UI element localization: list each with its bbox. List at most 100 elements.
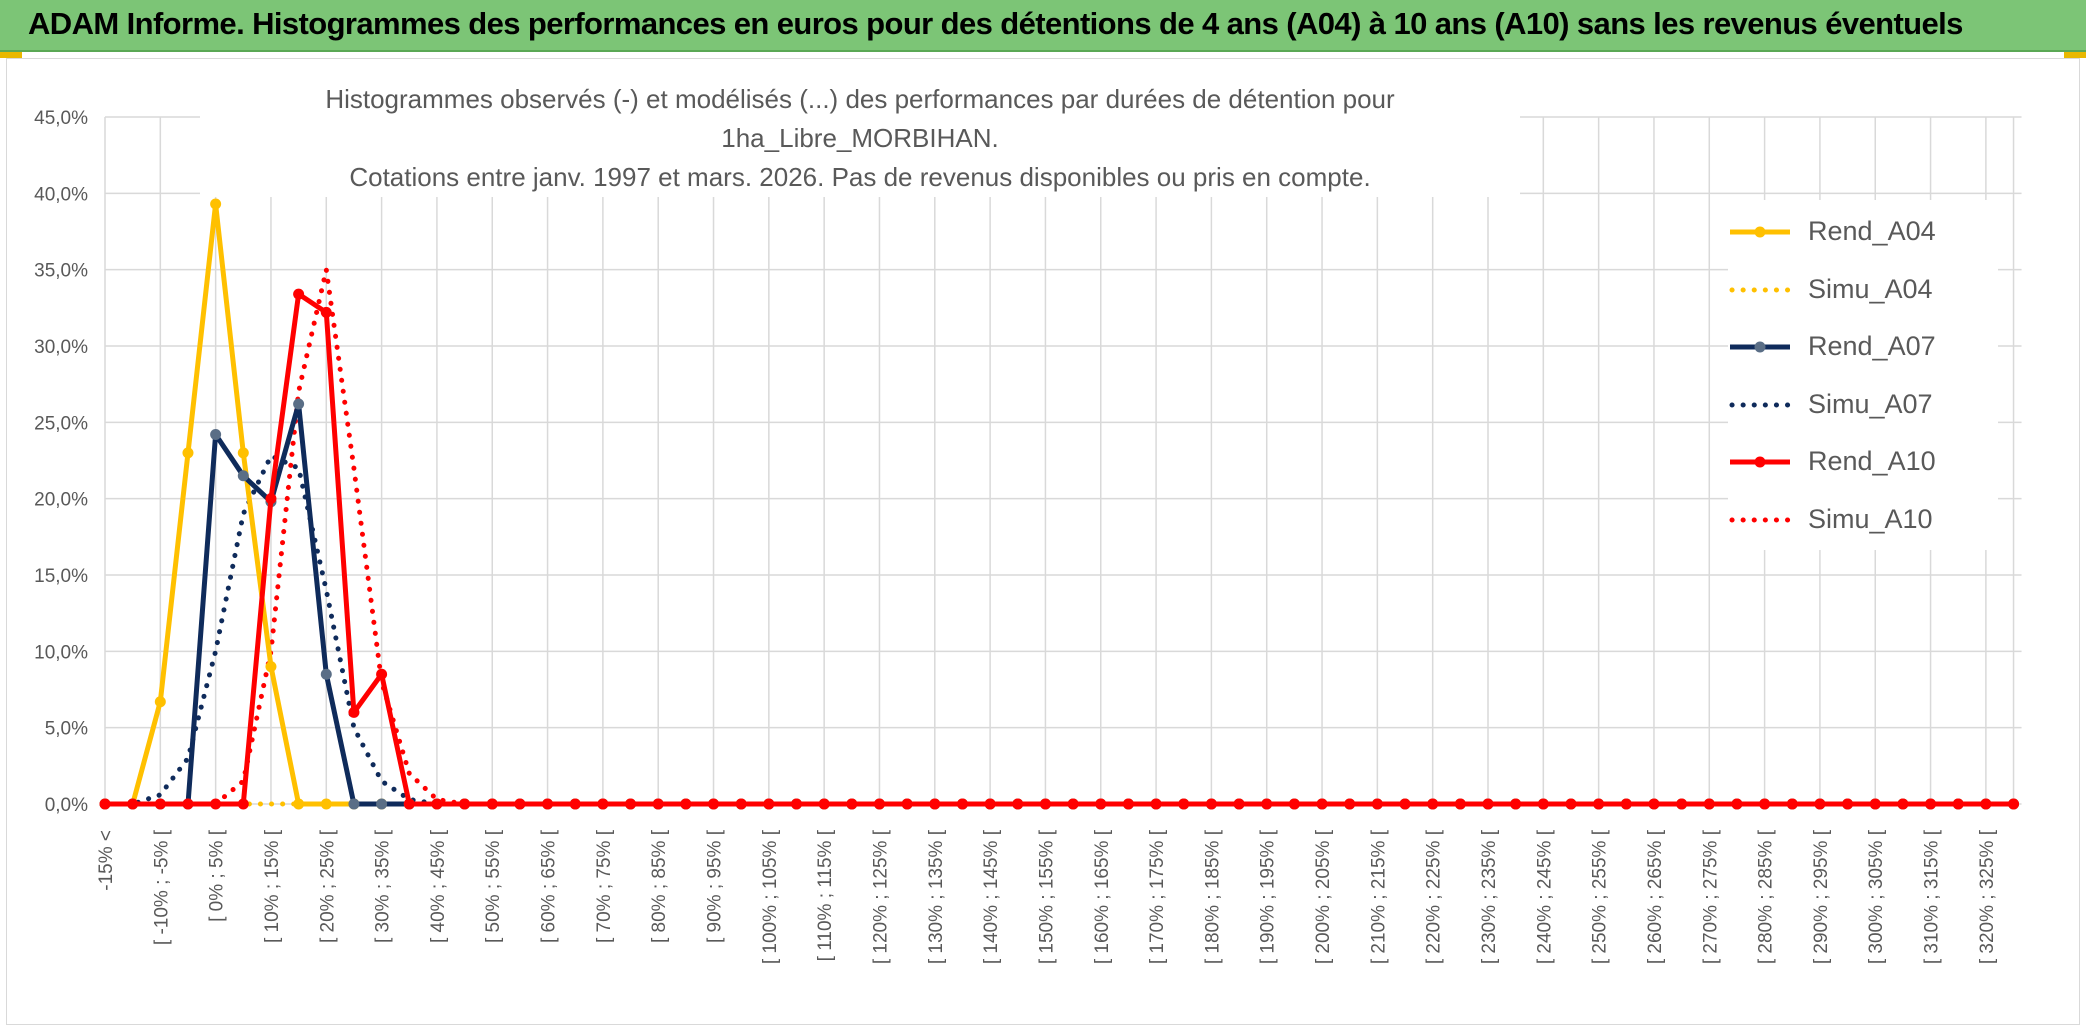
x-tick-label: [ 250% ; 255% [ bbox=[1590, 829, 1611, 964]
data-point bbox=[1952, 798, 1964, 810]
x-tick-label: [ 80% ; 85% [ bbox=[649, 829, 670, 943]
legend-label: Simu_A07 bbox=[1808, 388, 1933, 419]
y-tick-label: 45,0% bbox=[34, 108, 88, 129]
data-point bbox=[1648, 798, 1660, 810]
x-tick-label: [ 260% ; 265% [ bbox=[1645, 829, 1666, 964]
x-tick-label: [ 180% ; 185% [ bbox=[1202, 829, 1223, 964]
data-point bbox=[210, 198, 222, 210]
legend-item: Rend_A10 bbox=[1728, 442, 1998, 482]
data-point bbox=[1565, 798, 1577, 810]
data-point bbox=[1925, 798, 1937, 810]
data-point bbox=[154, 798, 166, 810]
data-point bbox=[1261, 798, 1273, 810]
data-point bbox=[1593, 798, 1605, 810]
data-point bbox=[1703, 798, 1715, 810]
legend-label: Rend_A10 bbox=[1808, 446, 1936, 477]
x-tick-label: [ 240% ; 245% [ bbox=[1534, 829, 1555, 964]
data-point bbox=[1344, 798, 1356, 810]
data-point bbox=[265, 661, 277, 673]
data-point bbox=[293, 398, 305, 410]
x-tick-label: [ 100% ; 105% [ bbox=[760, 829, 781, 964]
x-tick-label: [ 160% ; 165% [ bbox=[1092, 829, 1113, 964]
data-point bbox=[1371, 798, 1383, 810]
y-tick-label: 35,0% bbox=[34, 261, 88, 282]
data-point bbox=[1786, 798, 1798, 810]
data-point bbox=[1869, 798, 1881, 810]
data-point bbox=[1122, 798, 1134, 810]
x-tick-label: [ 120% ; 125% [ bbox=[870, 829, 891, 964]
data-point bbox=[1150, 798, 1162, 810]
x-axis-ticks: -15% < [ -10% ; -5% [[ 0% ; 5% [[ 10% ; 1… bbox=[96, 829, 1998, 964]
y-tick-label: 30,0% bbox=[34, 337, 88, 358]
legend-label: Simu_A04 bbox=[1808, 273, 1933, 304]
x-tick-label: [ 290% ; 295% [ bbox=[1811, 829, 1832, 964]
header-accent-right bbox=[2064, 52, 2086, 58]
data-point bbox=[625, 798, 637, 810]
data-point bbox=[376, 798, 388, 810]
data-point bbox=[237, 798, 249, 810]
data-point bbox=[154, 696, 166, 708]
data-point bbox=[1482, 798, 1494, 810]
data-point bbox=[1178, 798, 1190, 810]
x-tick-label: [ 170% ; 175% [ bbox=[1147, 829, 1168, 964]
data-point bbox=[293, 288, 305, 300]
x-tick-label: [ 280% ; 285% [ bbox=[1756, 829, 1777, 964]
data-point bbox=[1427, 798, 1439, 810]
data-point bbox=[182, 798, 194, 810]
data-point bbox=[1316, 798, 1328, 810]
data-point bbox=[1039, 798, 1051, 810]
data-point bbox=[569, 798, 581, 810]
data-point bbox=[763, 798, 775, 810]
data-point bbox=[542, 798, 554, 810]
x-tick-label: [ 150% ; 155% [ bbox=[1036, 829, 1057, 964]
data-point bbox=[1814, 798, 1826, 810]
x-tick-label: [ 130% ; 135% [ bbox=[926, 829, 947, 964]
chart-title-line2: Cotations entre janv. 1997 et mars. 2026… bbox=[349, 162, 1371, 192]
data-point bbox=[929, 798, 941, 810]
data-point bbox=[791, 798, 802, 810]
chart-legend: Rend_A04 Simu_A04 Rend_A07 Simu_A07 Rend_A10… bbox=[1728, 200, 1998, 550]
data-point bbox=[210, 798, 222, 810]
data-point bbox=[1676, 798, 1688, 810]
y-tick-label: 0,0% bbox=[45, 795, 88, 816]
legend-swatch bbox=[1730, 456, 1790, 468]
data-point bbox=[320, 668, 332, 680]
series-rend-a10 bbox=[99, 288, 2020, 810]
data-point bbox=[514, 798, 526, 810]
x-tick-label: [ 230% ; 235% [ bbox=[1479, 829, 1500, 964]
legend-label: Rend_A07 bbox=[1808, 331, 1936, 362]
data-point bbox=[680, 798, 692, 810]
data-point bbox=[597, 798, 609, 810]
x-tick-label: [ 320% ; 325% [ bbox=[1977, 829, 1998, 964]
data-point bbox=[818, 798, 830, 810]
data-point bbox=[1233, 798, 1245, 810]
data-point bbox=[1067, 798, 1079, 810]
data-point bbox=[652, 798, 664, 810]
series-line bbox=[105, 291, 2014, 807]
x-tick-label: [ 140% ; 145% [ bbox=[981, 829, 1002, 964]
x-tick-label: [ 30% ; 35% [ bbox=[373, 829, 394, 943]
data-point bbox=[1842, 798, 1854, 810]
x-tick-label: [ 60% ; 65% [ bbox=[539, 829, 560, 943]
data-point bbox=[984, 798, 996, 810]
x-tick-label: [ 10% ; 15% [ bbox=[262, 829, 283, 943]
data-point bbox=[486, 798, 498, 810]
report-header: ADAM Informe. Histogrammes des performan… bbox=[0, 0, 2086, 52]
y-tick-label: 10,0% bbox=[34, 642, 88, 663]
x-tick-label: [ -10% ; -5% [ bbox=[151, 829, 172, 945]
y-tick-label: 15,0% bbox=[34, 566, 88, 587]
legend-label: Simu_A10 bbox=[1808, 504, 1933, 534]
y-axis-ticks: 0,0% 5,0% 10,0% 15,0% 20,0% 25,0% 30,0% 35,0% 40… bbox=[34, 108, 88, 816]
legend-item: Simu_A10 bbox=[1728, 500, 1998, 540]
data-point bbox=[1731, 798, 1743, 810]
data-point bbox=[348, 706, 360, 718]
chart-title: Histogrammes observés (-) et modélisés (… bbox=[200, 80, 1520, 197]
x-tick-label: [ 310% ; 315% [ bbox=[1922, 829, 1943, 964]
data-point bbox=[2008, 798, 2020, 810]
y-tick-label: 40,0% bbox=[34, 184, 88, 205]
data-point bbox=[127, 798, 139, 810]
x-tick-label: [ 40% ; 45% [ bbox=[428, 829, 449, 943]
x-tick-label: [ 220% ; 225% [ bbox=[1424, 829, 1445, 964]
